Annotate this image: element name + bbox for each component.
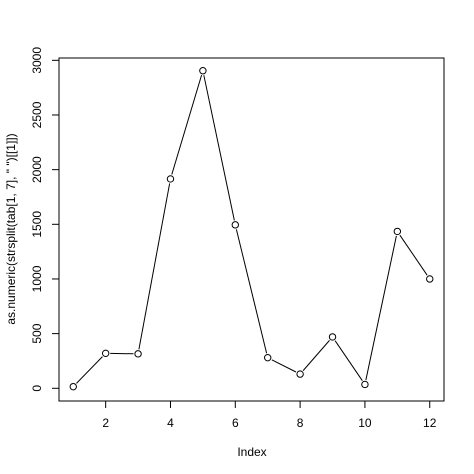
data-point xyxy=(69,382,77,391)
series-segment xyxy=(334,340,363,381)
data-point xyxy=(101,349,110,358)
series-segment xyxy=(302,340,330,371)
x-tick-label: 4 xyxy=(167,416,174,430)
data-point xyxy=(166,175,175,183)
x-axis: 2 4 6 8 10 12 xyxy=(102,400,437,430)
y-tick-label: 2500 xyxy=(30,101,44,128)
series-segment xyxy=(271,359,297,373)
y-tick-label: 0 xyxy=(30,385,44,392)
x-tick-label: 2 xyxy=(102,416,109,430)
data-point xyxy=(296,370,304,378)
series-segment xyxy=(365,235,397,381)
x-tick-label: 12 xyxy=(423,416,437,430)
y-tick-label: 1000 xyxy=(30,265,44,292)
x-axis-title: Index xyxy=(237,445,266,459)
y-tick-label: 500 xyxy=(30,323,44,343)
data-point xyxy=(264,353,272,362)
series-line xyxy=(76,74,428,384)
series-segment xyxy=(235,229,268,354)
x-tick-label: 6 xyxy=(232,416,239,430)
y-axis: 0 500 1000 1500 2000 2500 3000 xyxy=(30,47,60,392)
data-point xyxy=(361,380,369,389)
data-point xyxy=(393,227,402,236)
series-segment xyxy=(203,75,235,221)
y-tick-label: 3000 xyxy=(30,47,44,74)
x-tick-label: 8 xyxy=(297,416,304,430)
series-segment xyxy=(138,183,171,350)
data-point xyxy=(231,221,239,229)
plot-box xyxy=(58,57,445,402)
series-segment xyxy=(399,234,428,276)
data-point xyxy=(426,275,434,283)
data-points xyxy=(69,67,434,391)
series-segment xyxy=(171,74,203,175)
data-point xyxy=(328,333,337,341)
series-segment xyxy=(76,356,103,384)
y-tick-label: 1500 xyxy=(30,211,44,238)
x-tick-label: 10 xyxy=(358,416,372,430)
y-axis-title: as.numeric(strsplit(tab[1, 7], " ")[[1]]… xyxy=(4,133,18,324)
data-point xyxy=(199,67,207,75)
data-point xyxy=(134,350,142,358)
y-tick-label: 2000 xyxy=(30,156,44,183)
